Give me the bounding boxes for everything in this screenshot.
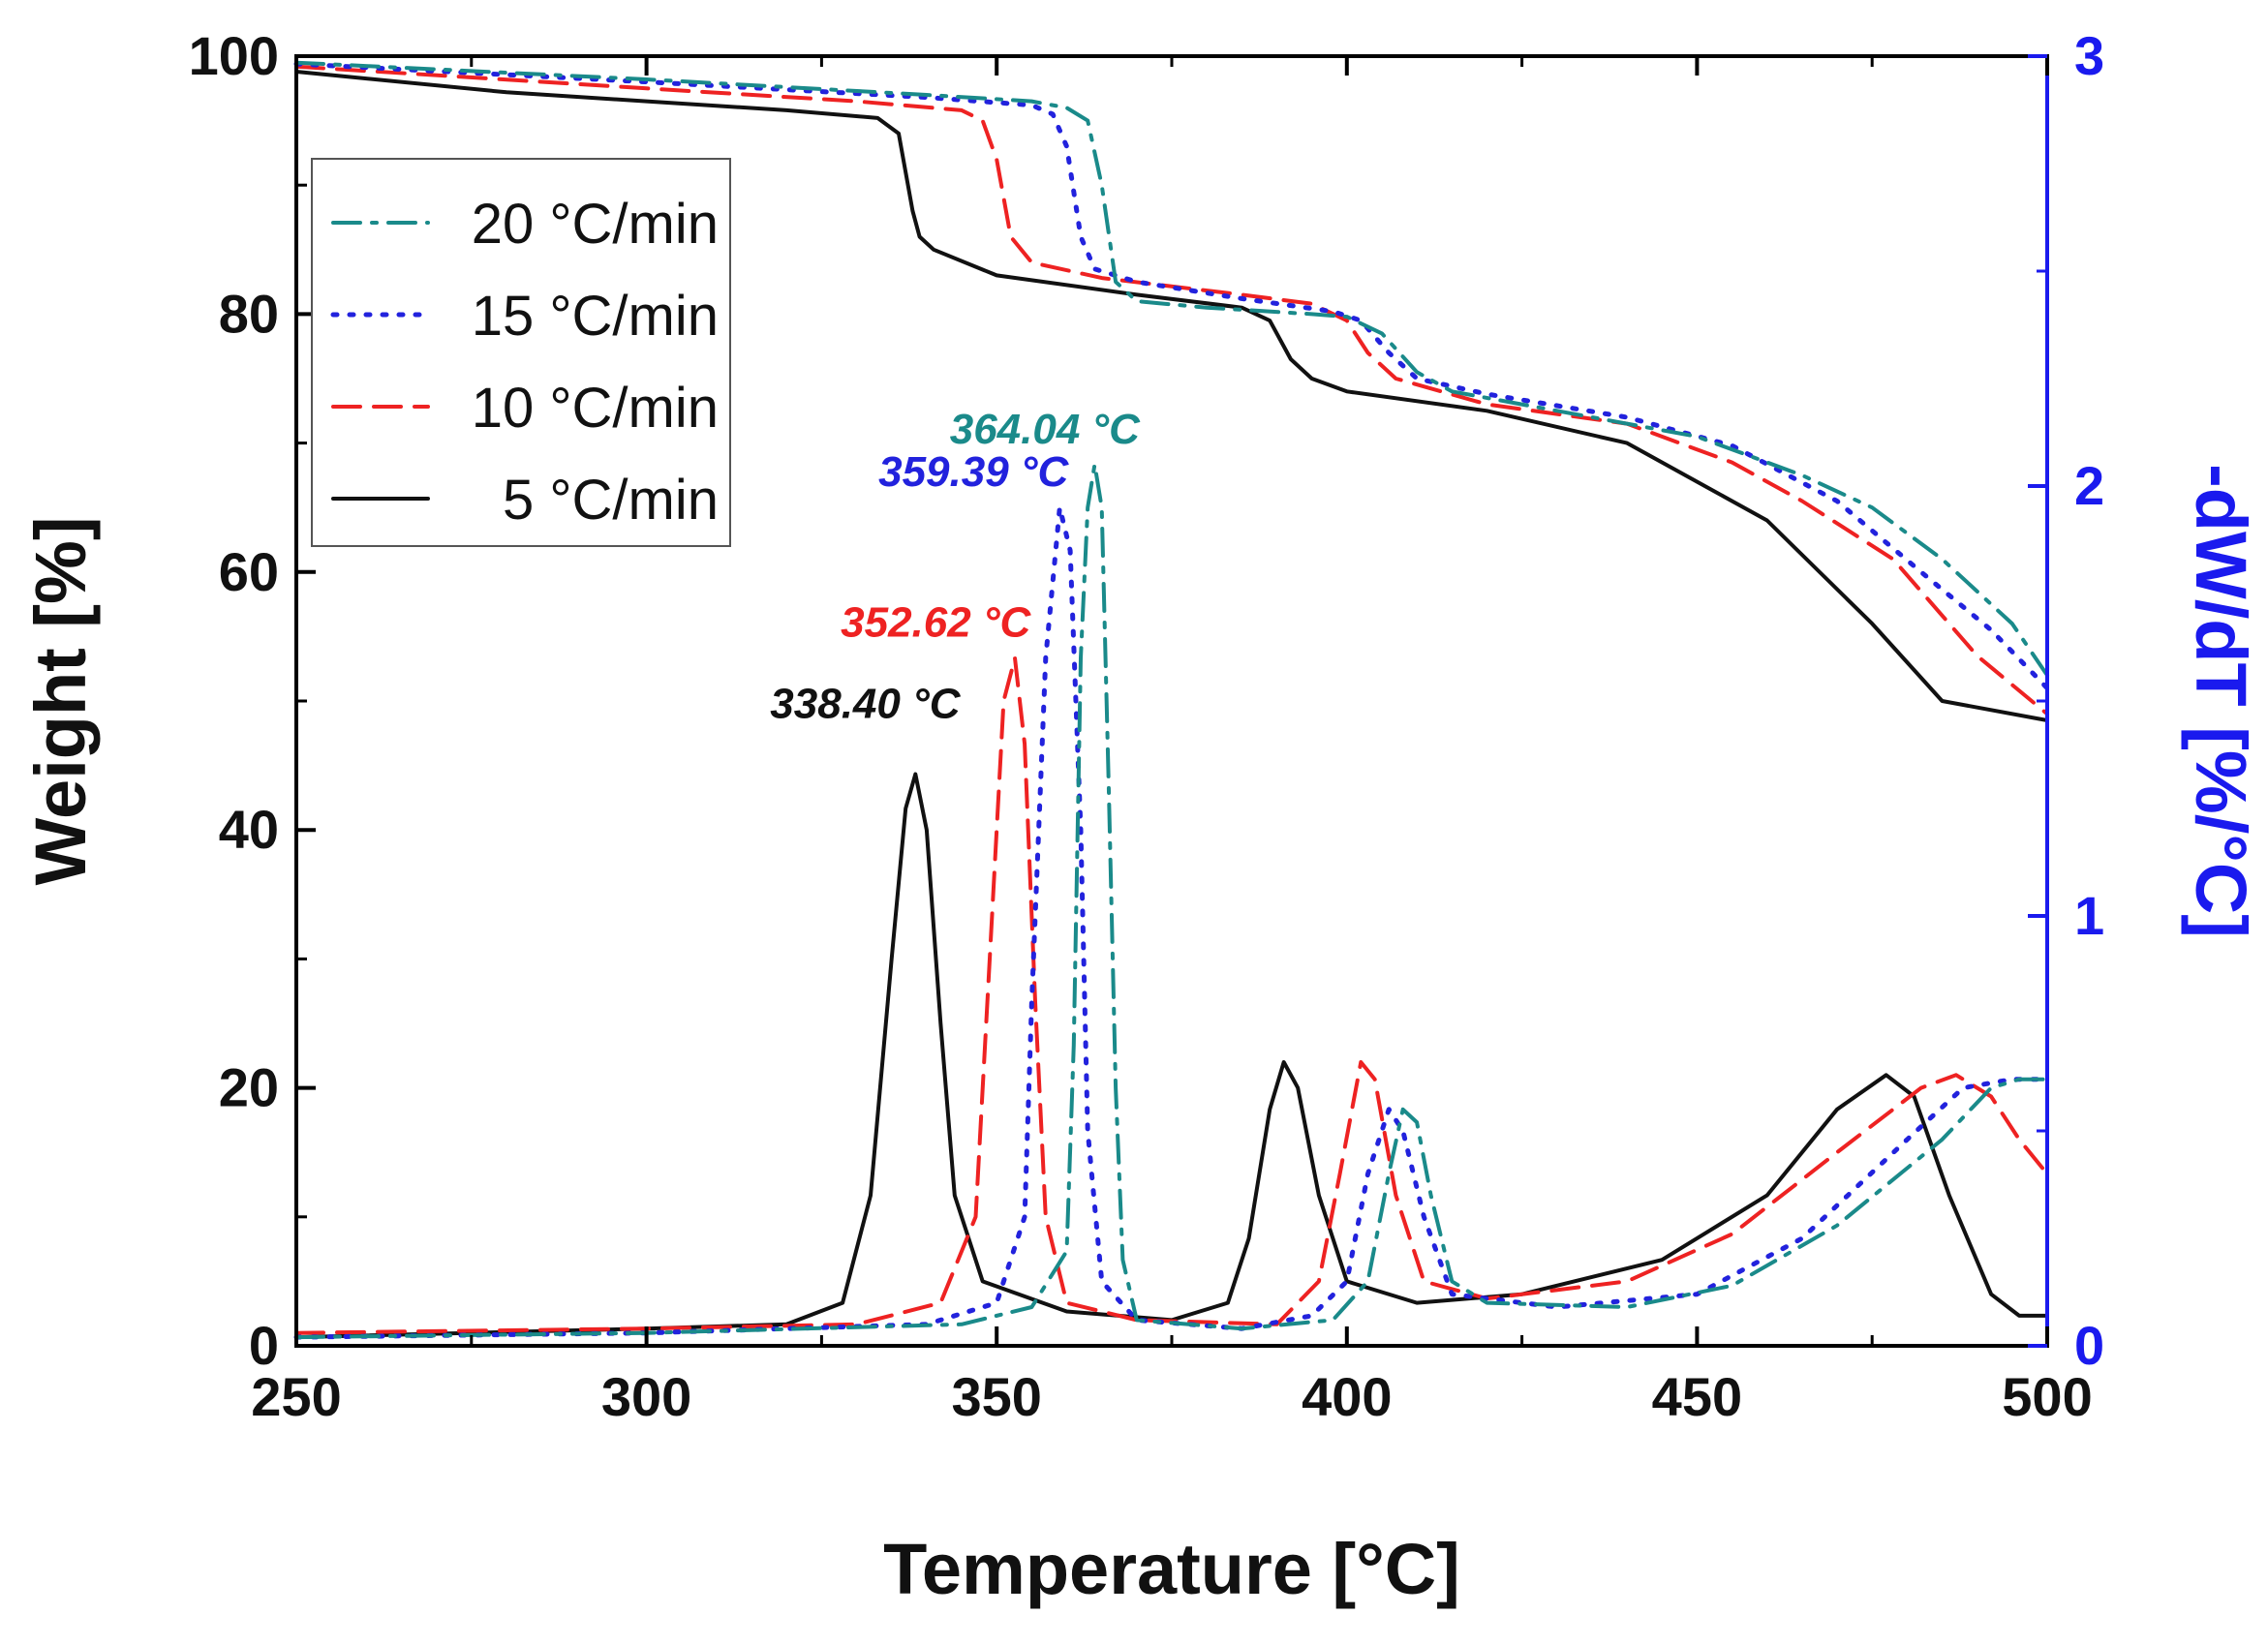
y-right-tick-label: 2 [2074, 455, 2104, 516]
x-tick-label: 500 [2002, 1366, 2092, 1427]
x-axis-label: Temperature [°C] [883, 1529, 1460, 1609]
legend-label: 5 °C/min [503, 469, 719, 532]
peak-annotation: 359.39 °C [878, 448, 1069, 496]
peak-annotation: 338.40 °C [770, 680, 961, 727]
x-tick-label: 250 [251, 1366, 341, 1427]
legend-box [311, 158, 731, 547]
weight-curve [294, 70, 2049, 722]
x-tick-label: 300 [601, 1366, 691, 1427]
y-left-tick-label: 40 [219, 799, 279, 860]
derivative-curve [293, 504, 2050, 1340]
weight-curve [293, 61, 2050, 691]
series-layer [293, 60, 2050, 1340]
x-tick-label: 400 [1302, 1366, 1392, 1427]
y-left-tick-label: 0 [249, 1315, 279, 1376]
y-right-tick-label: 3 [2074, 25, 2104, 86]
weight-curve [294, 60, 2049, 678]
y-right-tick-label: 1 [2074, 885, 2104, 946]
y-left-tick-label: 20 [219, 1057, 279, 1118]
y-axis-left-label: Weight [%] [20, 517, 101, 886]
weight-curve [294, 64, 2049, 716]
derivative-curve [294, 772, 2049, 1340]
y-left-tick-label: 80 [219, 283, 279, 344]
legend-label: 20 °C/min [472, 193, 719, 256]
peak-annotation: 352.62 °C [841, 599, 1031, 647]
legend-label: 10 °C/min [472, 377, 719, 440]
peak-annotation: 364.04 °C [950, 406, 1141, 453]
legend-items: 20 °C/min 15 °C/min 10 °C/min 5 °C/min [330, 193, 719, 532]
derivative-curve [294, 462, 2049, 1340]
legend-label: 15 °C/min [472, 285, 719, 348]
derivative-curve [294, 655, 2049, 1335]
x-tick-label: 350 [951, 1366, 1041, 1427]
legend: 20 °C/min 15 °C/min 10 °C/min 5 °C/min [311, 158, 731, 547]
x-tick-label: 450 [1652, 1366, 1742, 1427]
y-right-tick-label: 0 [2074, 1315, 2104, 1376]
y-axis-right-label: -dW/dT [%/°C] [2181, 464, 2261, 938]
y-left-tick-label: 60 [219, 541, 279, 602]
y-left-tick-label: 100 [189, 25, 279, 86]
